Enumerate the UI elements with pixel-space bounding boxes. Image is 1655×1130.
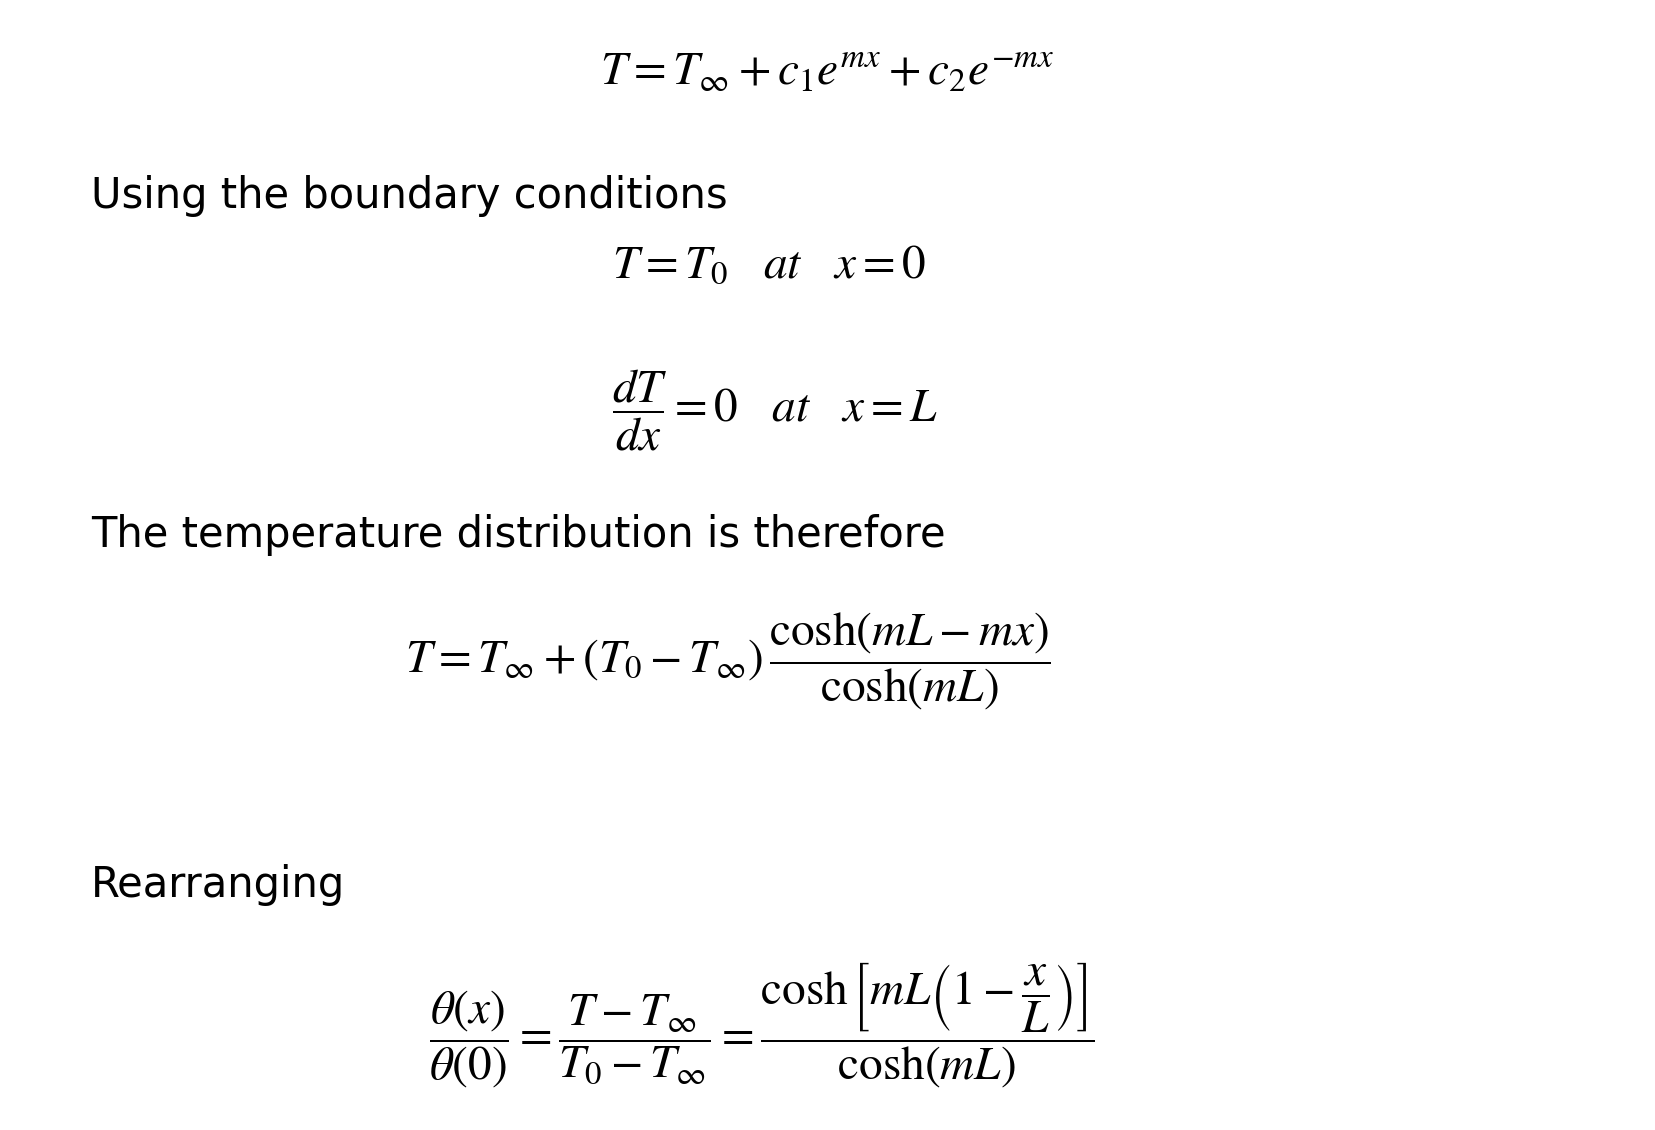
Text: $\dfrac{dT}{dx} = 0 \quad at \quad x = L$: $\dfrac{dT}{dx} = 0 \quad at \quad x = L… [612,367,938,453]
Text: $T = T_\infty + c_1e^{mx} + c_2e^{-mx}$: $T = T_\infty + c_1e^{mx} + c_2e^{-mx}$ [601,51,1054,96]
Text: $T = T_0 \quad at \quad x = 0$: $T = T_0 \quad at \quad x = 0$ [612,243,927,288]
Text: Using the boundary conditions: Using the boundary conditions [91,175,728,217]
Text: Rearranging: Rearranging [91,864,346,906]
Text: The temperature distribution is therefore: The temperature distribution is therefor… [91,514,945,556]
Text: $\dfrac{\theta(x)}{\theta(0)} = \dfrac{T - T_\infty}{T_0 - T_\infty} = \dfrac{\c: $\dfrac{\theta(x)}{\theta(0)} = \dfrac{T… [429,960,1094,1090]
Text: $T = T_\infty + (T_0 - T_\infty)\,\dfrac{\cosh(mL - mx)}{\cosh(mL)}$: $T = T_\infty + (T_0 - T_\infty)\,\dfrac… [405,610,1051,712]
